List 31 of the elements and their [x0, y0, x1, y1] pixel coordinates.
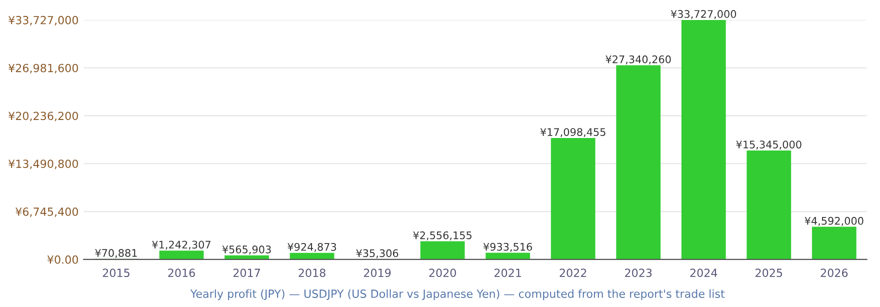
y-tick-label: ¥26,981,600 [8, 64, 78, 74]
x-tick-label: 2020 [429, 268, 456, 278]
text: Yearly profit (JPY) — USDJPY (US Dollar vs Japanese Yen) — computed from the report's trade list [190, 289, 725, 300]
y-tick-label: ¥6,745,400 [16, 208, 78, 218]
data-label: ¥4,592,000 [804, 216, 864, 226]
data-label: ¥27,340,260 [606, 55, 671, 64]
data-label: ¥70,881 [95, 249, 137, 258]
x-tick-label: 2018 [298, 268, 326, 278]
data-label: ¥1,242,307 [152, 240, 210, 250]
y-tick-label: ¥13,490,800 [8, 160, 78, 170]
data-label: ¥35,306 [356, 249, 398, 258]
data-label: ¥565,903 [222, 246, 271, 254]
x-tick-label: 2019 [364, 268, 391, 278]
x-tick-label: 2016 [168, 268, 195, 278]
x-tick-label: 2021 [494, 268, 521, 278]
x-tick-label: 2026 [820, 268, 848, 278]
data-label: ¥2,556,155 [413, 231, 472, 240]
x-tick-label: 2024 [690, 268, 718, 278]
x-tick-label: 2022 [560, 268, 586, 278]
data-label: ¥15,345,000 [736, 140, 802, 150]
x-tick-label: 2015 [102, 268, 130, 278]
y-tick-label: ¥20,236,200 [8, 112, 78, 122]
data-label: ¥933,516 [483, 242, 532, 252]
data-label: ¥924,873 [288, 242, 336, 252]
x-tick-label: 2023 [625, 268, 652, 278]
data-label: ¥17,098,455 [540, 128, 606, 138]
y-tick-label: ¥0.00 [47, 255, 78, 264]
y-tick-label: ¥33,727,000 [8, 16, 78, 26]
data-label: ¥33,727,000 [670, 10, 736, 19]
x-tick-label: 2025 [756, 268, 782, 278]
x-tick-label: 2017 [233, 268, 260, 278]
